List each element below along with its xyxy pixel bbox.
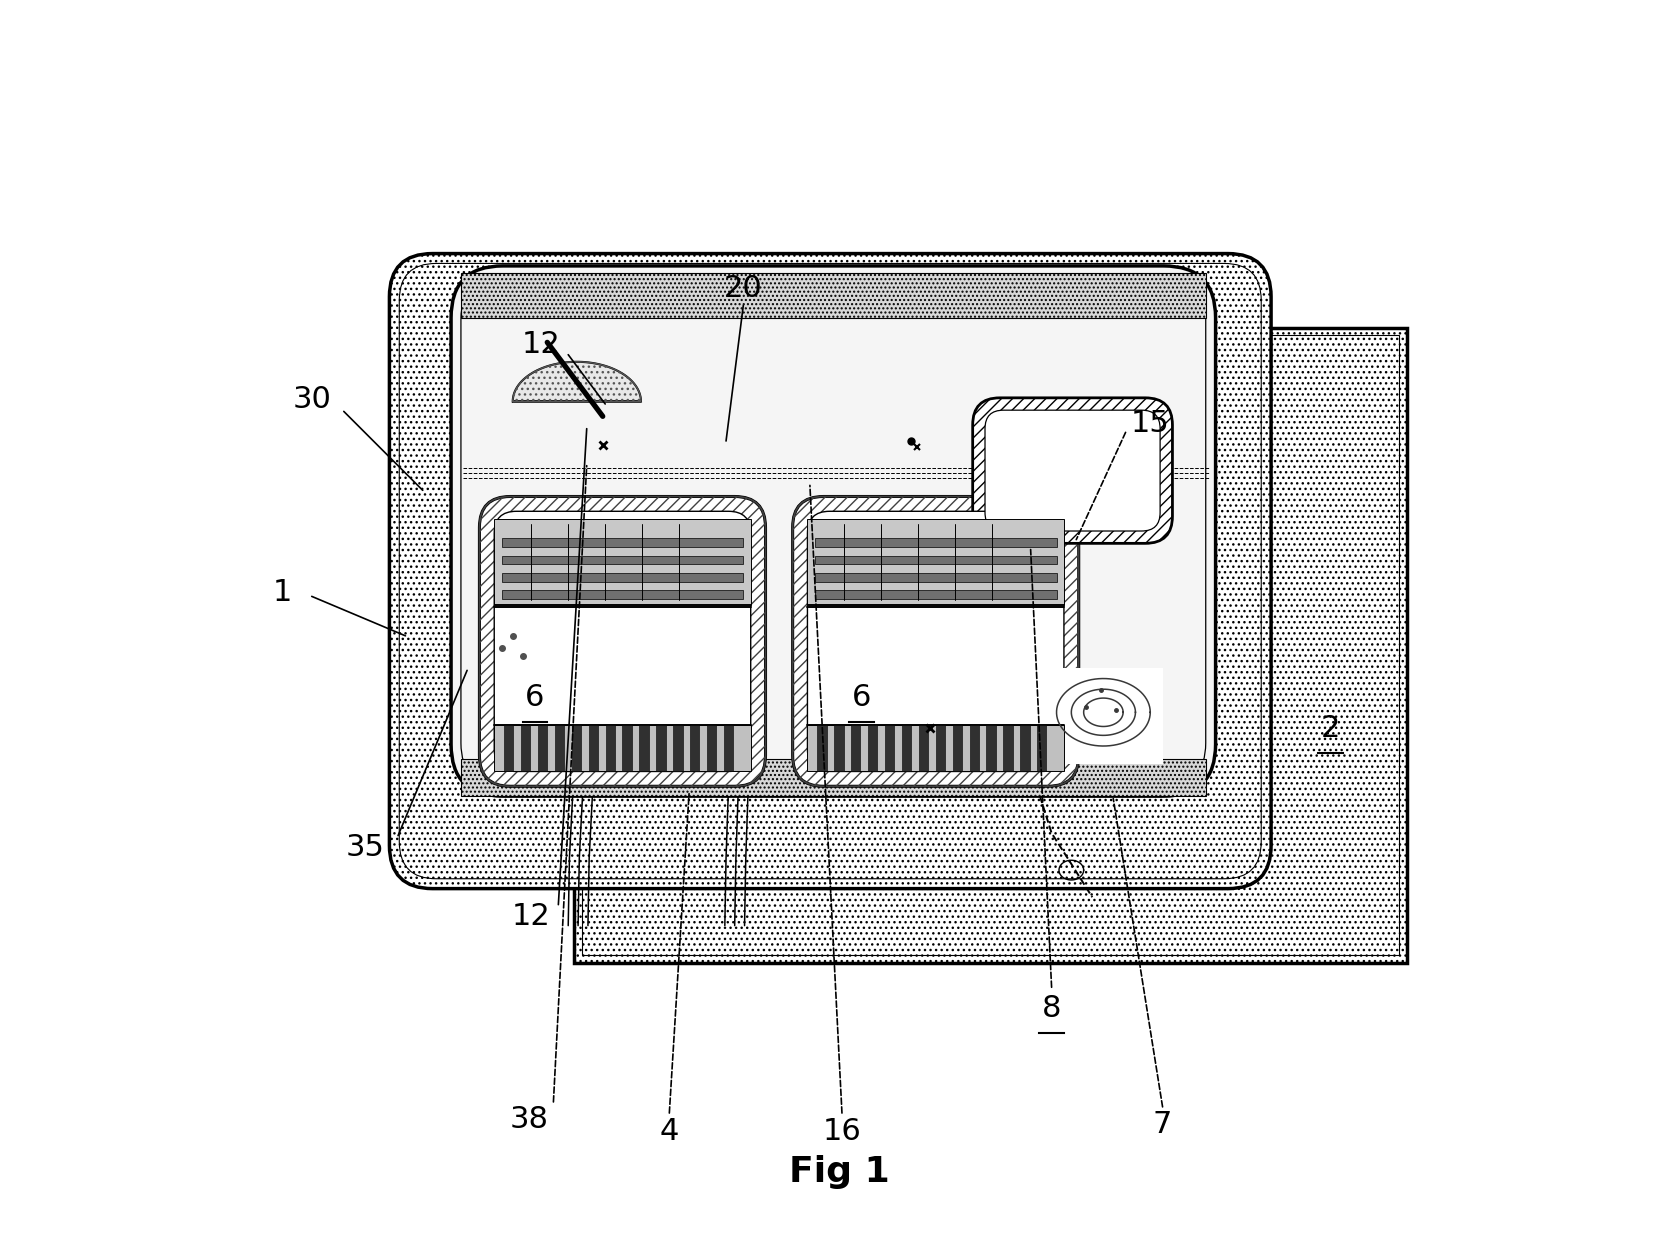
FancyBboxPatch shape bbox=[986, 410, 1160, 531]
Text: Fig 1: Fig 1 bbox=[789, 1155, 890, 1190]
Bar bbox=[589, 725, 598, 772]
Bar bbox=[987, 725, 996, 772]
Bar bbox=[814, 539, 1056, 547]
Bar bbox=[808, 725, 1064, 772]
FancyBboxPatch shape bbox=[452, 266, 1216, 796]
Bar bbox=[537, 725, 547, 772]
Bar bbox=[707, 725, 717, 772]
Bar bbox=[554, 725, 564, 772]
Text: 30: 30 bbox=[292, 384, 331, 414]
Bar bbox=[656, 725, 665, 772]
Text: 12: 12 bbox=[512, 903, 551, 932]
Text: 6: 6 bbox=[526, 683, 544, 712]
Bar bbox=[868, 725, 878, 772]
Text: 1: 1 bbox=[272, 579, 292, 607]
Bar bbox=[462, 759, 1206, 796]
Bar bbox=[885, 725, 895, 772]
Text: 4: 4 bbox=[660, 1117, 678, 1146]
Bar bbox=[1004, 725, 1012, 772]
Bar bbox=[494, 725, 751, 772]
Bar bbox=[623, 725, 631, 772]
Bar bbox=[574, 328, 1407, 963]
Bar bbox=[690, 725, 700, 772]
Bar bbox=[814, 590, 1056, 599]
Bar bbox=[504, 725, 514, 772]
FancyBboxPatch shape bbox=[972, 398, 1172, 544]
Bar bbox=[902, 725, 912, 772]
Bar bbox=[851, 725, 860, 772]
Bar bbox=[724, 725, 734, 772]
Bar bbox=[969, 725, 979, 772]
FancyBboxPatch shape bbox=[808, 511, 1064, 772]
Bar bbox=[814, 572, 1056, 581]
Text: 16: 16 bbox=[823, 1117, 861, 1146]
Bar bbox=[583, 335, 1399, 955]
Text: 15: 15 bbox=[1132, 409, 1170, 438]
Bar bbox=[935, 725, 945, 772]
Text: 2: 2 bbox=[1321, 713, 1340, 743]
Bar bbox=[1021, 725, 1029, 772]
Bar bbox=[462, 273, 1206, 318]
Bar bbox=[814, 556, 1056, 565]
Text: 35: 35 bbox=[346, 833, 384, 863]
Bar bbox=[1038, 725, 1046, 772]
Bar bbox=[606, 725, 615, 772]
Text: 20: 20 bbox=[724, 273, 762, 303]
Bar bbox=[502, 572, 744, 581]
Polygon shape bbox=[512, 362, 641, 402]
FancyBboxPatch shape bbox=[792, 496, 1078, 787]
Bar bbox=[640, 725, 648, 772]
Text: 38: 38 bbox=[509, 1105, 549, 1134]
Bar bbox=[502, 556, 744, 565]
Bar bbox=[494, 519, 751, 605]
FancyBboxPatch shape bbox=[494, 511, 751, 772]
Bar bbox=[1044, 668, 1162, 764]
Bar bbox=[573, 725, 581, 772]
Text: 12: 12 bbox=[522, 330, 561, 359]
Bar bbox=[502, 539, 744, 547]
FancyBboxPatch shape bbox=[390, 253, 1271, 889]
Bar bbox=[502, 590, 744, 599]
Bar bbox=[818, 725, 826, 772]
Bar bbox=[834, 725, 843, 772]
Text: 6: 6 bbox=[851, 683, 871, 712]
Bar bbox=[808, 519, 1064, 605]
Text: 8: 8 bbox=[1043, 994, 1061, 1023]
Bar bbox=[918, 725, 928, 772]
Bar bbox=[952, 725, 962, 772]
FancyBboxPatch shape bbox=[480, 496, 766, 787]
Bar bbox=[673, 725, 682, 772]
Text: 7: 7 bbox=[1153, 1110, 1172, 1139]
Bar bbox=[520, 725, 531, 772]
